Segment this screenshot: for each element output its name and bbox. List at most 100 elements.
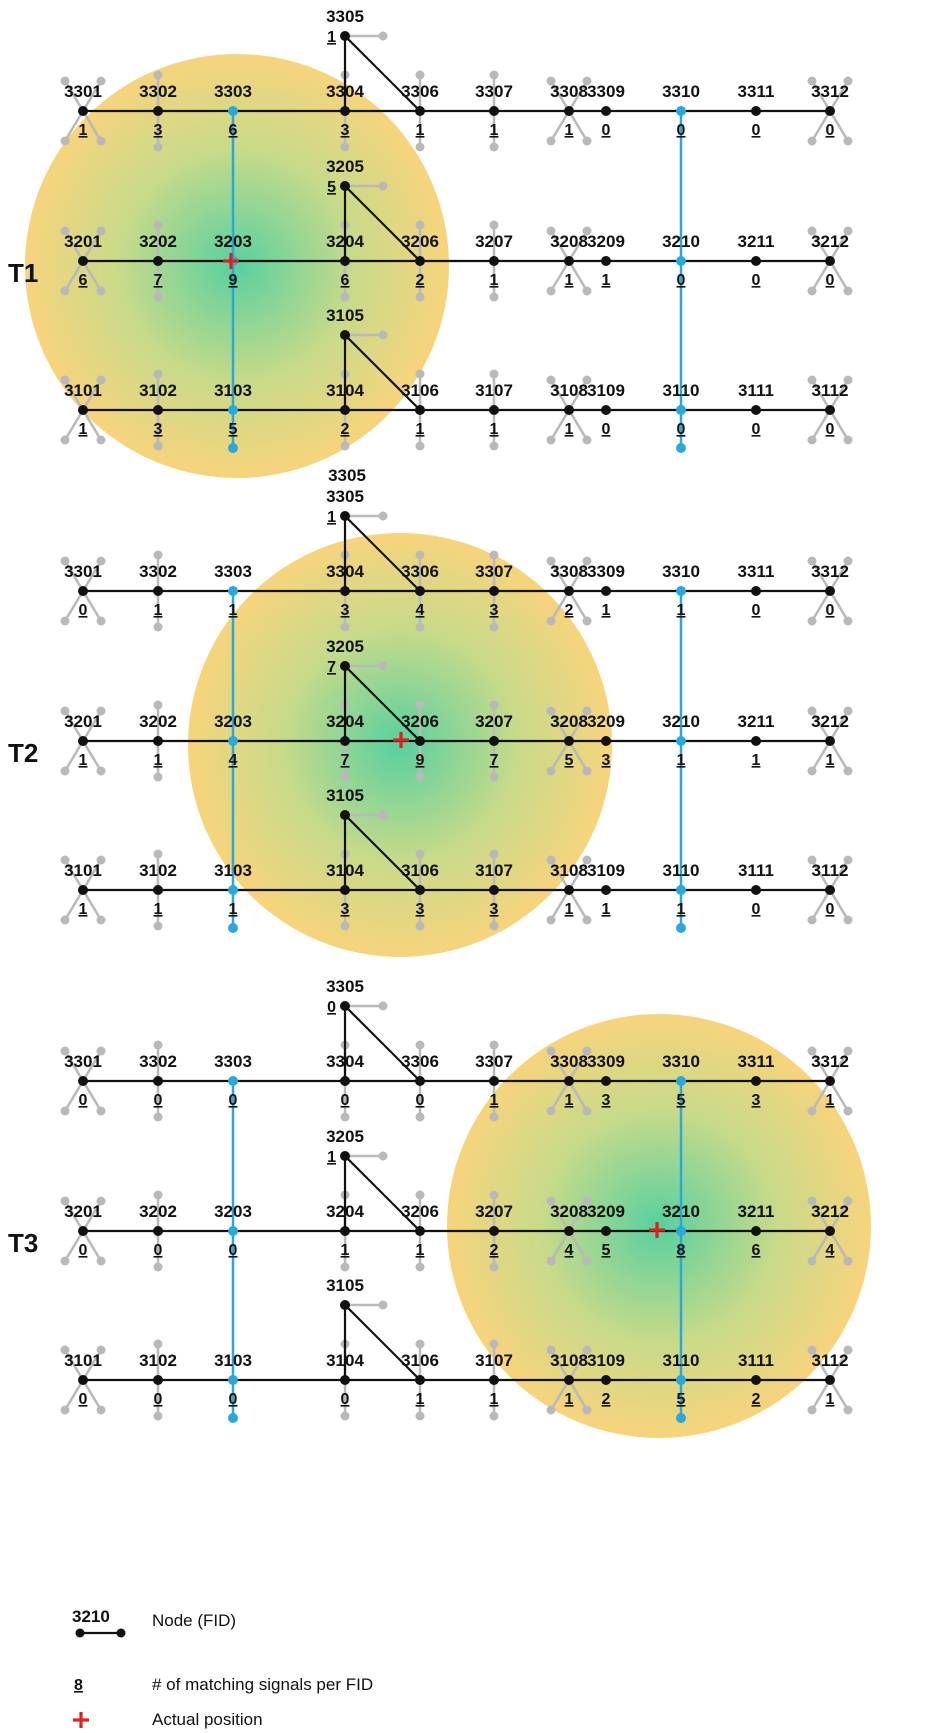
node-label-3108: 3108: [550, 1351, 588, 1370]
stub-end: [96, 136, 106, 146]
stub-end: [843, 76, 853, 86]
side-road-stub: [567, 1080, 589, 1112]
panel-t3: 3305032051310533010330203303033040330603…: [8, 977, 871, 1438]
node-label-3205: 3205: [326, 1127, 364, 1146]
side-road-stub: [549, 260, 571, 292]
node-3305: [340, 1001, 350, 1011]
count-label-3212: 0: [826, 272, 835, 289]
branch-road: [344, 334, 421, 411]
stub-end: [60, 616, 70, 626]
node-3112: [825, 885, 835, 895]
count-label-3101: 1: [79, 421, 88, 438]
node-3306: [415, 586, 425, 596]
stub-end: [489, 441, 499, 451]
node-3304: [340, 106, 350, 116]
branch-road: [344, 35, 421, 112]
branch-road: [344, 1155, 421, 1232]
branch-road: [344, 515, 421, 592]
count-label-3101: 1: [79, 901, 88, 918]
count-label-3305: 1: [327, 29, 336, 46]
node-3210: [676, 736, 686, 746]
node-label-3211: 3211: [738, 712, 775, 731]
count-label-3205: 5: [327, 179, 336, 196]
side-road-stub: [63, 1080, 85, 1112]
side-road-stub: [567, 230, 589, 262]
stub-end: [843, 915, 853, 925]
stub-end: [582, 1256, 592, 1266]
stub-end: [378, 330, 388, 340]
node-3110: [676, 885, 686, 895]
branch-road: [344, 185, 421, 262]
count-label-3112: 0: [826, 901, 835, 918]
count-label-3110: 5: [677, 1391, 686, 1408]
node-label-3111: 3111: [738, 1351, 774, 1370]
stub-end: [96, 435, 106, 445]
stub-end: [415, 622, 425, 632]
stub-end: [60, 766, 70, 776]
stub-end: [489, 220, 499, 230]
stub-end: [546, 1106, 556, 1116]
node-label-3102: 3102: [139, 861, 177, 880]
node-label-3311: 3311: [738, 1052, 775, 1071]
count-label-3106: 1: [416, 1391, 425, 1408]
count-label-3211: 0: [752, 272, 761, 289]
count-label-3201: 0: [79, 1242, 88, 1259]
count-label-3111: 2: [752, 1391, 761, 1408]
node-3101: [78, 1375, 88, 1385]
count-label-3107: 1: [490, 1391, 499, 1408]
count-label-3302: 1: [154, 602, 163, 619]
side-road-stub: [810, 80, 832, 112]
node-label-3307: 3307: [475, 82, 513, 101]
node-label-3210: 3210: [662, 232, 700, 251]
count-label-3101: 0: [79, 1391, 88, 1408]
node-label-3211: 3211: [738, 232, 775, 251]
side-road-stub: [549, 80, 571, 112]
branch-road: [344, 1304, 421, 1381]
stub-end: [153, 622, 163, 632]
count-label-3109: 0: [602, 421, 611, 438]
stub-end: [807, 1345, 817, 1355]
count-label-3304: 3: [341, 122, 350, 139]
stub-end: [546, 855, 556, 865]
count-label-3201: 6: [79, 272, 88, 289]
node-label-3310: 3310: [662, 82, 700, 101]
node-label-3106: 3106: [401, 1351, 439, 1370]
count-label-3303: 1: [229, 602, 238, 619]
stub-end: [96, 286, 106, 296]
side-road-stub: [63, 379, 85, 411]
stub-end: [96, 616, 106, 626]
count-label-3111: 0: [752, 901, 761, 918]
node-label-3210: 3210: [662, 712, 700, 731]
count-label-3210: 8: [677, 1242, 686, 1259]
stub-end: [415, 142, 425, 152]
stub-end: [340, 441, 350, 451]
stub-end: [340, 292, 350, 302]
stub-end: [153, 849, 163, 859]
side-road-stub: [567, 590, 589, 622]
count-label-3210: 0: [677, 272, 686, 289]
stub-end: [153, 142, 163, 152]
count-label-3306: 0: [416, 1092, 425, 1109]
stub-end: [378, 810, 388, 820]
stub-end: [546, 226, 556, 236]
node-3110: [676, 405, 686, 415]
node-label-3302: 3302: [139, 562, 177, 581]
count-label-3309: 3: [602, 1092, 611, 1109]
node-3109: [601, 1375, 611, 1385]
legend-node-text: Node (FID): [152, 1611, 236, 1630]
side-road-stub: [81, 379, 103, 411]
branch-road: [344, 814, 421, 891]
heat-zone: [25, 54, 449, 478]
node-label-3109: 3109: [587, 861, 625, 880]
panel-title: T1: [8, 258, 38, 288]
side-road-stub: [810, 889, 832, 921]
stub-end: [843, 1196, 853, 1206]
count-label-3102: 0: [154, 1391, 163, 1408]
side-road-stub: [810, 379, 832, 411]
count-label-3102: 1: [154, 901, 163, 918]
node-label-3201: 3201: [64, 712, 102, 731]
side-road-stub: [81, 560, 103, 592]
side-road-stub: [81, 889, 103, 921]
count-label-3308: 2: [565, 602, 574, 619]
branch-label-3305: 3305: [328, 466, 366, 485]
